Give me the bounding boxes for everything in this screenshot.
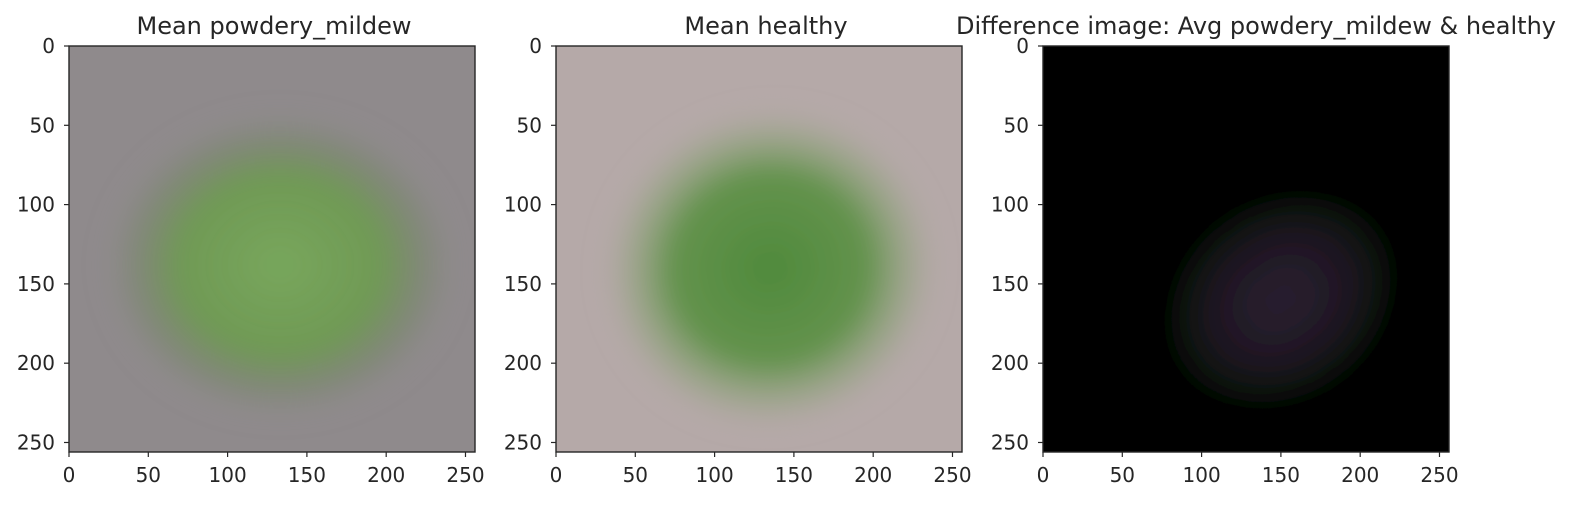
x-tick-label: 0	[1037, 463, 1050, 487]
x-tick-label: 250	[446, 463, 484, 487]
y-tick-label: 150	[17, 272, 55, 296]
mean-image	[69, 46, 475, 452]
y-tick-label: 0	[42, 34, 55, 58]
x-tick-label: 150	[1262, 463, 1300, 487]
x-tick-label: 0	[63, 463, 76, 487]
x-tick-label: 100	[1183, 463, 1221, 487]
x-axis-ticks: 0 50 100 150 200 250	[1037, 452, 1459, 487]
x-tick-label: 50	[623, 463, 648, 487]
x-tick-label: 0	[550, 463, 563, 487]
y-tick-label: 250	[991, 430, 1029, 454]
panel-title: Mean powdery_mildew	[137, 12, 412, 40]
x-axis-ticks: 0 50 100 150 200 250	[63, 452, 485, 487]
y-tick-label: 100	[991, 193, 1029, 217]
mean-image	[556, 46, 962, 452]
y-axis-ticks: 0 50 100 150 200 250	[504, 34, 556, 454]
leaf-blob	[1149, 176, 1413, 423]
x-tick-label: 200	[854, 463, 892, 487]
y-tick-label: 200	[17, 351, 55, 375]
x-tick-label: 250	[933, 463, 971, 487]
y-tick-label: 50	[1004, 113, 1029, 137]
y-tick-label: 200	[991, 351, 1029, 375]
axes-frame	[1042, 45, 1450, 453]
y-tick-label: 200	[504, 351, 542, 375]
y-tick-label: 150	[991, 272, 1029, 296]
x-axis-ticks: 0 50 100 150 200 250	[550, 452, 972, 487]
y-tick-label: 0	[1016, 34, 1029, 58]
axes-frame	[555, 45, 963, 453]
y-tick-label: 100	[504, 193, 542, 217]
x-tick-label: 200	[1341, 463, 1379, 487]
y-tick-label: 0	[529, 34, 542, 58]
x-tick-label: 100	[696, 463, 734, 487]
panel-title: Mean healthy	[684, 12, 847, 40]
x-tick-label: 150	[775, 463, 813, 487]
x-tick-label: 50	[1110, 463, 1135, 487]
x-tick-label: 50	[136, 463, 161, 487]
y-tick-label: 50	[30, 113, 55, 137]
y-axis-ticks: 0 50 100 150 200 250	[17, 34, 69, 454]
y-tick-label: 100	[17, 193, 55, 217]
y-tick-label: 250	[504, 430, 542, 454]
panel-mean-powdery-mildew: Mean powdery_mildew 0 50 100 150 200 250 0 50 1…	[17, 12, 485, 487]
x-tick-label: 100	[209, 463, 247, 487]
x-tick-label: 150	[288, 463, 326, 487]
panel-difference-image: Difference image: Avg powdery_mildew & h…	[956, 12, 1556, 487]
leaf-blob	[595, 101, 945, 435]
x-tick-label: 250	[1420, 463, 1458, 487]
y-tick-label: 50	[517, 113, 542, 137]
y-tick-label: 250	[17, 430, 55, 454]
difference-image	[1043, 46, 1449, 452]
leaf-blob	[97, 106, 463, 424]
axes-frame	[68, 45, 476, 453]
x-tick-label: 200	[367, 463, 405, 487]
y-axis-ticks: 0 50 100 150 200 250	[991, 34, 1043, 454]
y-tick-label: 150	[504, 272, 542, 296]
panel-title: Difference image: Avg powdery_mildew & h…	[956, 12, 1556, 40]
panel-mean-healthy: Mean healthy 0 50 100 150 200 250 0 50 100 150 20…	[504, 12, 972, 487]
